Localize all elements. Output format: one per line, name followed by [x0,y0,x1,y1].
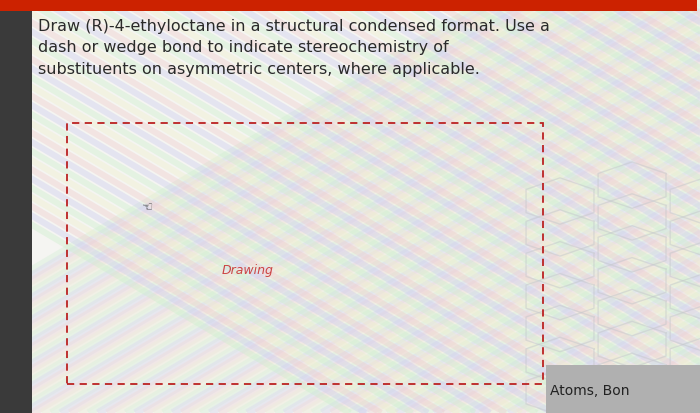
Text: Draw (R)-4-ethyloctane in a structural condensed format. Use a
dash or wedge bon: Draw (R)-4-ethyloctane in a structural c… [38,19,550,77]
Text: Atoms, Bon: Atoms, Bon [550,383,629,397]
Bar [0,0,696,12]
Text: Drawing: Drawing [221,263,273,276]
Bar [66,124,542,384]
Bar [546,366,700,413]
Bar [0,0,32,413]
Text: ☜: ☜ [142,201,153,214]
